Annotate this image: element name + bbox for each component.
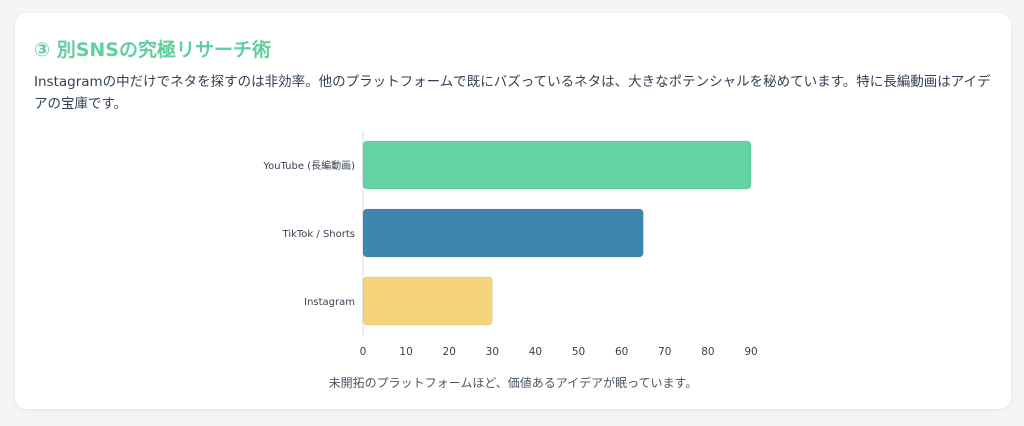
x-tick-label-7: 70 (658, 346, 671, 358)
x-tick-label-8: 80 (701, 346, 714, 358)
category-label-1: TikTok / Shorts (282, 229, 355, 240)
x-tick-label-0: 0 (360, 346, 367, 358)
x-tick-label-4: 40 (529, 346, 542, 358)
x-tick-label-1: 10 (399, 346, 412, 358)
chart-caption: 未開拓のプラットフォームほど、価値あるアイデアが眠っています。 (328, 376, 698, 390)
bar-chart: YouTube (長編動画) TikTok / Shorts Instagram 0 1… (262, 131, 758, 358)
x-tick-label-6: 60 (615, 346, 628, 358)
x-tick-label-5: 50 (572, 346, 585, 358)
x-tick-label-9: 90 (744, 346, 757, 358)
bar-0 (362, 140, 752, 190)
x-tick-label-3: 30 (486, 346, 499, 358)
section-title: ③ 別SNSの究極リサーチ術 (34, 39, 271, 61)
category-label-0: YouTube (長編動画) (262, 159, 355, 172)
bar-2 (362, 276, 493, 326)
category-label-2: Instagram (304, 297, 355, 308)
section-description: Instagramの中だけでネタを探すのは非効率。他のプラットフォームで既にバズ… (34, 74, 991, 112)
research-card: ③ 別SNSの究極リサーチ術 Instagramの中だけでネタを探すのは非効率。… (15, 13, 1011, 409)
x-tick-label-2: 20 (443, 346, 456, 358)
bar-1 (362, 208, 644, 258)
